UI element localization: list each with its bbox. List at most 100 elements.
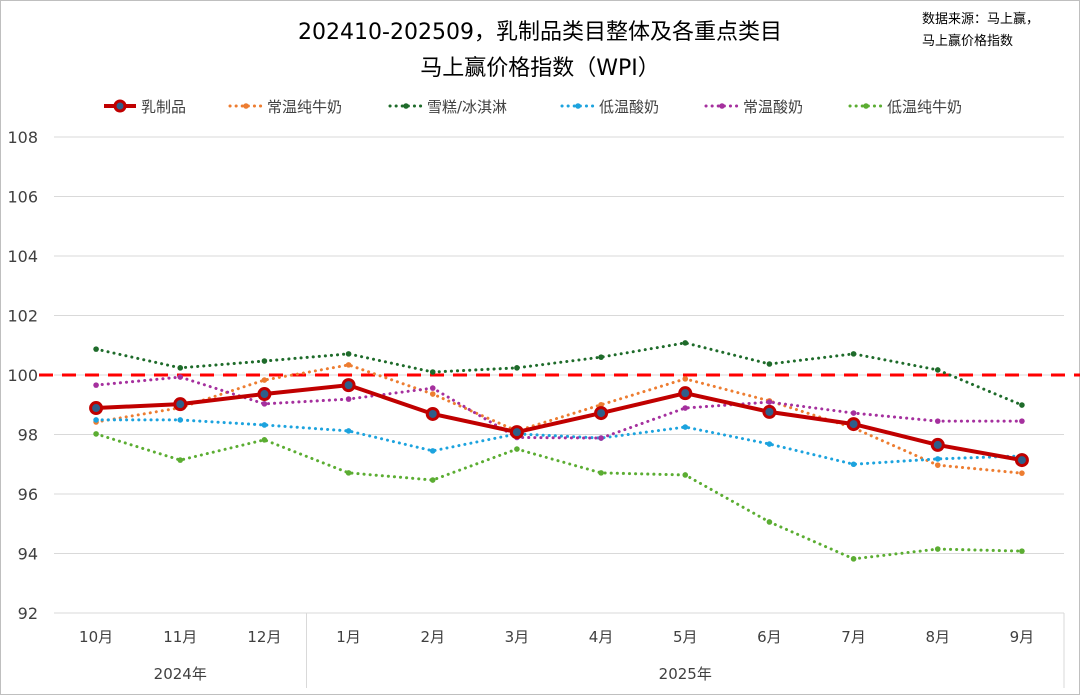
data-point xyxy=(1019,470,1025,476)
data-point xyxy=(429,391,436,397)
data-point xyxy=(93,382,99,388)
y-tick-label: 96 xyxy=(18,485,38,504)
data-point xyxy=(345,351,352,357)
year-group-label: 2025年 xyxy=(659,665,712,683)
series-line-1 xyxy=(94,363,1024,475)
data-point xyxy=(598,354,604,360)
data-point xyxy=(682,405,689,411)
x-tick-label: 4月 xyxy=(589,628,614,646)
data-point xyxy=(850,556,857,562)
legend-label: 常温纯牛奶 xyxy=(267,98,342,116)
x-tick-label: 5月 xyxy=(673,628,698,646)
x-tick-label: 11月 xyxy=(163,628,197,646)
data-point xyxy=(261,358,268,364)
data-point xyxy=(509,425,524,440)
data-point xyxy=(261,401,268,407)
data-point xyxy=(93,346,99,352)
data-point xyxy=(345,396,352,402)
data-point xyxy=(598,470,604,476)
y-tick-label: 104 xyxy=(7,247,38,266)
data-point xyxy=(429,369,436,375)
legend-label: 低温纯牛奶 xyxy=(887,98,962,116)
y-tick-label: 102 xyxy=(7,307,38,326)
data-point xyxy=(261,437,268,443)
data-point xyxy=(345,362,352,368)
data-point xyxy=(425,406,440,421)
data-point xyxy=(934,546,941,552)
data-point xyxy=(934,418,941,424)
data-point xyxy=(594,406,609,421)
x-tick-label: 12月 xyxy=(247,628,281,646)
data-point xyxy=(177,365,184,371)
data-point xyxy=(682,376,689,382)
x-tick-label: 2月 xyxy=(420,628,445,646)
y-tick-label: 94 xyxy=(18,545,38,564)
series-line-3 xyxy=(94,418,1024,466)
data-point xyxy=(345,470,352,476)
series-line-4 xyxy=(94,375,1024,440)
data-point xyxy=(766,441,773,447)
data-point xyxy=(762,404,777,419)
year-group-label: 2024年 xyxy=(154,665,207,683)
data-point xyxy=(930,437,945,452)
y-tick-label: 108 xyxy=(7,128,38,147)
legend-label: 低温酸奶 xyxy=(599,98,659,116)
data-point xyxy=(345,428,352,434)
source-note-line1: 数据来源：马上赢， xyxy=(922,12,1040,27)
y-tick-label: 92 xyxy=(18,604,38,623)
data-point xyxy=(766,399,773,405)
x-tick-label: 10月 xyxy=(79,628,113,646)
x-tick-label: 9月 xyxy=(1010,628,1035,646)
data-point xyxy=(678,386,693,401)
legend-label: 雪糕/冰淇淋 xyxy=(427,98,507,116)
data-point xyxy=(682,424,689,430)
data-point xyxy=(261,422,268,428)
data-point xyxy=(850,351,857,357)
data-point xyxy=(93,417,99,423)
data-point xyxy=(177,457,184,463)
source-note-line2: 马上赢价格指数 xyxy=(922,34,1014,49)
data-point xyxy=(850,410,857,416)
data-point xyxy=(1019,548,1025,554)
data-point xyxy=(89,401,104,416)
data-point xyxy=(514,365,520,371)
y-tick-label: 100 xyxy=(7,366,38,385)
x-tick-label: 3月 xyxy=(505,628,530,646)
data-point xyxy=(429,448,436,454)
legend-marker xyxy=(243,103,249,109)
legend-label: 常温酸奶 xyxy=(743,98,803,116)
data-point xyxy=(598,401,604,408)
x-tick-label: 1月 xyxy=(336,628,361,646)
data-point xyxy=(514,446,520,452)
data-point xyxy=(1019,402,1025,408)
x-tick-label: 6月 xyxy=(757,628,782,646)
legend-marker xyxy=(719,103,725,109)
data-point xyxy=(93,431,99,437)
y-tick-label: 98 xyxy=(18,426,38,445)
data-point xyxy=(850,461,857,468)
legend-marker xyxy=(403,103,409,109)
data-point xyxy=(177,374,184,380)
data-point xyxy=(598,435,604,441)
data-point xyxy=(177,417,184,423)
data-point xyxy=(1019,418,1025,424)
series-line-0 xyxy=(95,383,1023,463)
data-point xyxy=(766,361,773,367)
series-line-2 xyxy=(94,341,1024,407)
data-point xyxy=(429,477,436,483)
chart-subtitle: 马上赢价格指数（WPI） xyxy=(420,56,660,81)
data-point xyxy=(261,377,268,383)
legend-marker xyxy=(113,99,127,113)
y-tick-label: 106 xyxy=(7,188,38,207)
chart-title: 202410-202509，乳制品类目整体及各重点类目 xyxy=(298,20,782,45)
legend-marker xyxy=(575,103,581,109)
data-point xyxy=(934,456,941,462)
x-tick-label: 8月 xyxy=(925,628,950,646)
data-point xyxy=(1014,453,1029,468)
data-point xyxy=(429,385,436,391)
data-point xyxy=(173,397,188,412)
data-point xyxy=(934,462,941,468)
data-point xyxy=(934,367,941,373)
